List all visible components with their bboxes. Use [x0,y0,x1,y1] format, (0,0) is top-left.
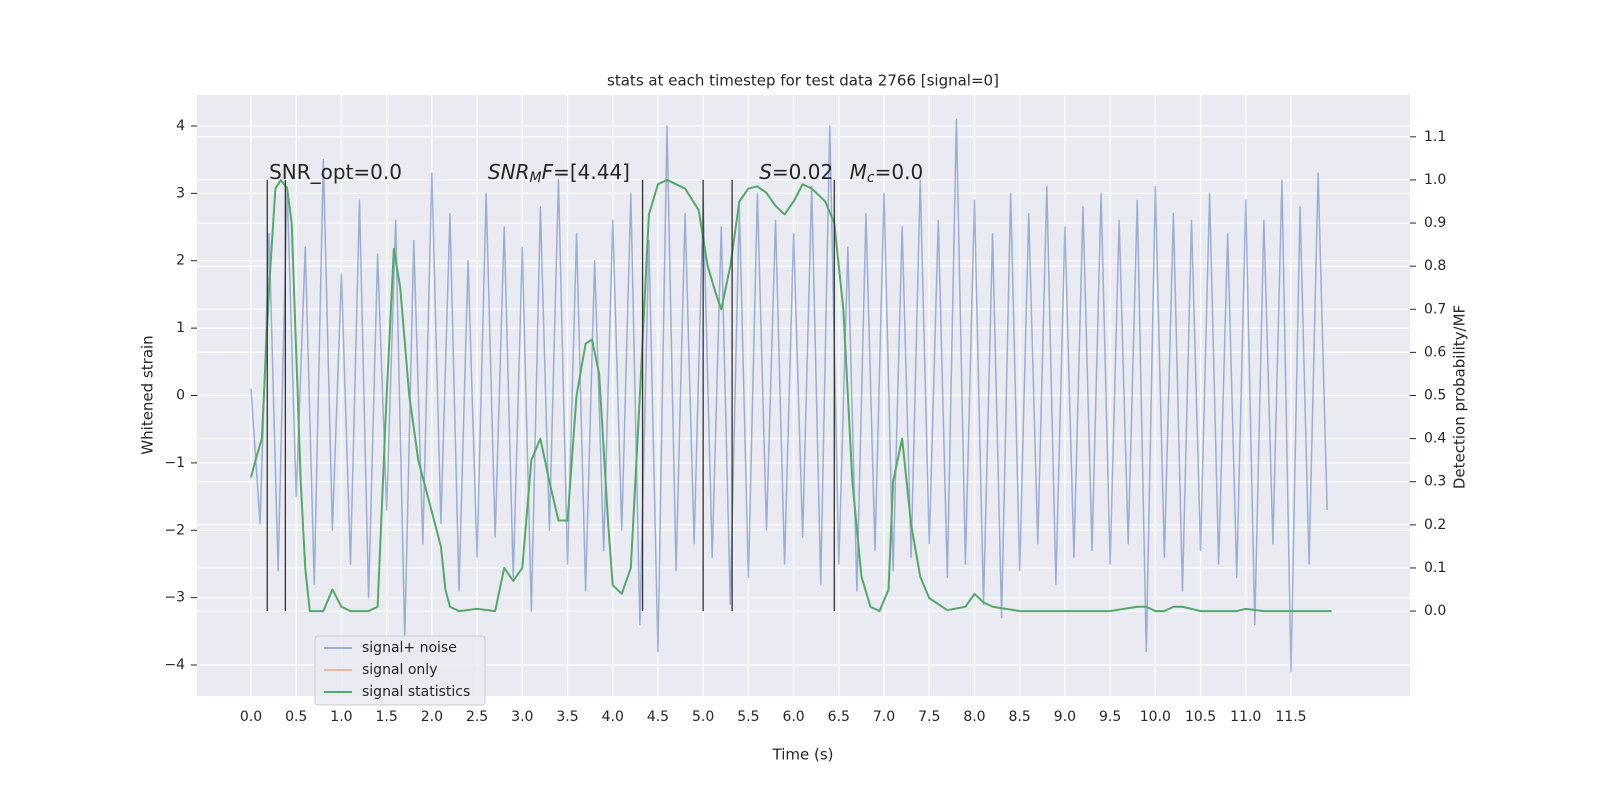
x-axis-label: Time (s) [772,746,834,764]
y2-tick-label: 0.1 [1424,560,1446,576]
y2-tick-label: 0.4 [1424,431,1446,447]
x-tick-label: 11.5 [1275,709,1306,725]
annotation: SNRMF=[4.44] [488,160,630,187]
x-tick-label: 8.5 [1009,709,1031,725]
x-tick-label: 6.5 [828,709,850,725]
series-line [250,178,1332,613]
x-tick-label: 11.0 [1230,709,1261,725]
y2-tick-label: 0.3 [1424,474,1446,490]
y-tick-label: 4 [176,118,185,134]
y-tick-label: 2 [176,253,185,269]
x-tick-label: 2.5 [466,709,488,725]
legend: signal+ noise signal only signal statistic… [314,635,486,706]
x-tick-label: 9.0 [1054,709,1076,725]
y2-tick-label: 0.2 [1424,517,1446,533]
annotation-part: M [529,170,541,186]
x-tick-label: 3.0 [511,709,533,725]
x-tick-label: 5.0 [692,709,714,725]
x-tick-label: 8.0 [963,709,985,725]
x-tick-label: 3.5 [556,709,578,725]
x-tick-label: 9.5 [1099,709,1121,725]
x-tick-label: 4.0 [602,709,624,725]
annotation-part: F [542,160,554,184]
x-tick-label: 2.0 [421,709,443,725]
annotation-part: c [867,170,875,186]
legend-label: signal+ noise [362,640,457,656]
y-tick-label: −2 [164,522,185,538]
x-tick-label: 4.5 [647,709,669,725]
chart-title: stats at each timestep for test data 276… [607,72,999,90]
series-line [250,118,1328,673]
y2-tick-label: 0.0 [1424,603,1446,619]
y-tick-label: 1 [176,320,185,336]
y2-tick-label: 0.7 [1424,301,1446,317]
y-tick-label: −4 [164,657,185,673]
annotation: SNR_opt=0.0 [269,160,402,184]
x-tick-label: 1.5 [376,709,398,725]
y-tick-label: 3 [176,185,185,201]
annotation: Mc=0.0 [850,160,924,187]
annotation-part: SNR [488,160,530,184]
x-tick-label: 0.5 [285,709,307,725]
annotation-part: SNR_opt=0.0 [269,160,402,184]
legend-label: signal only [362,662,437,678]
annotation-part: S [759,160,772,184]
x-tick-label: 5.5 [737,709,759,725]
y2-tick-label: 0.5 [1424,388,1446,404]
x-tick-label: 10.0 [1140,709,1171,725]
annotation: S=0.02 [759,160,833,184]
y-tick-label: −1 [164,455,185,471]
x-tick-label: 10.5 [1185,709,1216,725]
y2-tick-label: 1.0 [1424,172,1446,188]
annotation-part: M [850,160,867,184]
x-tick-label: 7.0 [873,709,895,725]
y2-tick-label: 0.6 [1424,344,1446,360]
y-tick-label: −3 [164,590,185,606]
annotation-part: =[4.44] [553,160,630,184]
y2-tick-label: 1.1 [1424,129,1446,145]
y-axis-label: Whitened strain [139,335,157,454]
y2-tick-label: 0.9 [1424,215,1446,231]
legend-label: signal statistics [362,684,470,700]
x-tick-label: 0.0 [240,709,262,725]
annotation-part: =0.02 [772,160,833,184]
y2-axis-label: Detection probability/MF [1451,305,1469,489]
legend-box [314,635,486,706]
x-tick-label: 6.0 [782,709,804,725]
annotation-part: =0.0 [875,160,924,184]
y2-tick-label: 0.8 [1424,258,1446,274]
x-tick-label: 1.0 [330,709,352,725]
y-tick-label: 0 [176,388,185,404]
plot [250,118,1332,673]
x-tick-label: 7.5 [918,709,940,725]
